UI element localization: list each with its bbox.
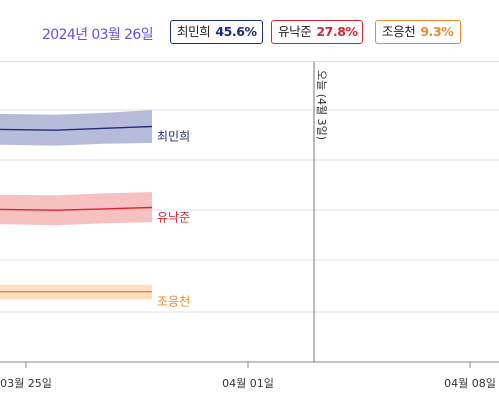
series-lines	[0, 125, 153, 293]
candidate-badge-percent: 45.6%	[215, 24, 257, 39]
candidate-badge-percent: 27.8%	[316, 24, 358, 39]
series-line	[0, 206, 153, 211]
series-line	[0, 125, 153, 131]
chart-header: 2024년 03월 26일 최민희 45.6% 유낙준 27.8% 조응천 9.3%	[0, 0, 499, 62]
survey-date: 2024년 03월 26일	[42, 27, 154, 43]
candidate-badge-1: 유낙준 27.8%	[271, 20, 363, 44]
series-label: 유낙준	[157, 211, 190, 225]
candidate-badge-2: 조응천 9.3%	[375, 20, 461, 44]
today-marker-label: 오늘 (4월 3일)	[315, 70, 329, 140]
x-axis-ticks: 03월 25일 04월 01일 04월 08일	[0, 362, 496, 390]
confidence-band	[0, 110, 152, 146]
candidate-badge-name: 유낙준	[278, 24, 312, 39]
candidate-badge-name: 조응천	[382, 24, 416, 39]
x-tick-label: 04월 08일	[444, 376, 496, 390]
candidate-badge-0: 최민희 45.6%	[170, 20, 263, 44]
series-label: 최민희	[157, 130, 190, 144]
candidate-badge-name: 최민희	[177, 24, 211, 39]
x-tick-label: 04월 01일	[222, 376, 274, 390]
series-label: 조응천	[157, 294, 190, 309]
confidence-bands	[0, 110, 152, 300]
confidence-band	[0, 192, 152, 226]
x-tick-label: 03월 25일	[0, 376, 52, 390]
candidate-badge-percent: 9.3%	[420, 24, 454, 39]
